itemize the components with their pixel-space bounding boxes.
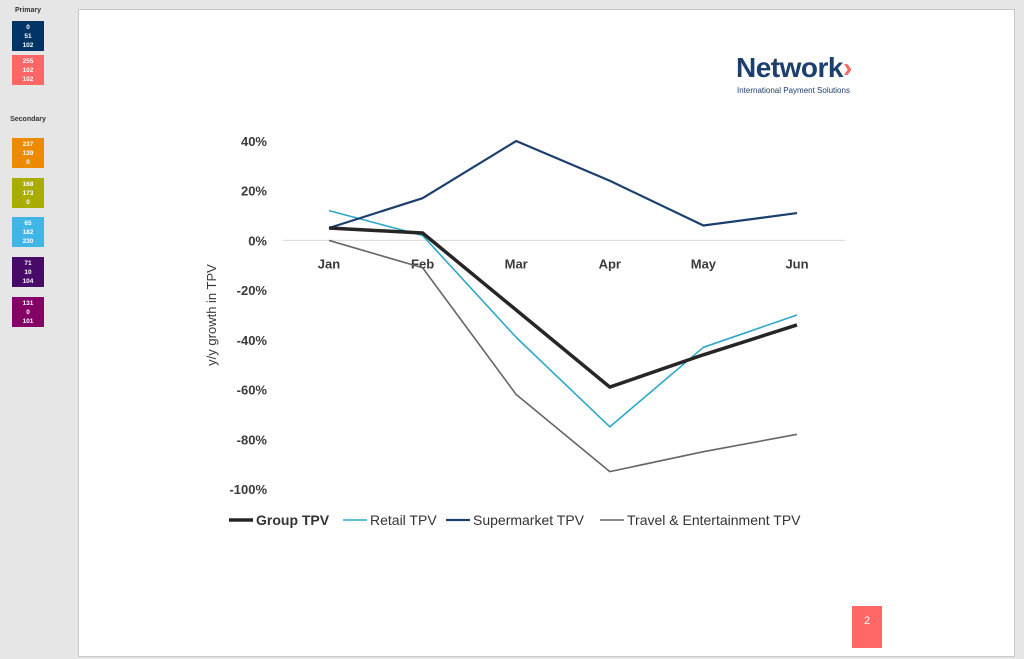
network-logo: Network›	[736, 52, 852, 84]
swatch-primary-1: 0 51 102	[12, 21, 44, 51]
color-palette-sidebar: Primary 0 51 102 255 102 102 Secondary 2…	[0, 0, 76, 659]
primary-title: Primary	[14, 7, 42, 14]
legend-label: Group TPV	[256, 512, 330, 528]
logo-word: Network	[736, 52, 843, 83]
swatch-r: 131	[22, 299, 34, 307]
logo-tagline: International Payment Solutions	[737, 86, 850, 95]
swatch-g: 173	[22, 189, 34, 197]
swatch-secondary-1: 237 139 0	[12, 138, 44, 168]
swatch-secondary-3: 65 182 230	[12, 217, 44, 247]
swatch-secondary-2: 168 173 0	[12, 178, 44, 208]
x-tick-label: Feb	[411, 256, 434, 271]
x-tick-label: Jan	[318, 256, 340, 271]
y-tick-label: -20%	[237, 283, 268, 298]
swatch-r: 0	[26, 23, 30, 31]
swatch-r: 65	[24, 219, 32, 227]
swatch-g: 102	[22, 66, 34, 74]
swatch-g: 0	[26, 308, 30, 316]
legend-label: Retail TPV	[370, 512, 437, 528]
swatch-b: 0	[26, 198, 30, 206]
swatch-secondary-5: 131 0 101	[12, 297, 44, 327]
swatch-r: 71	[24, 259, 32, 267]
legend-label: Travel & Entertainment TPV	[627, 512, 801, 528]
swatch-g: 51	[24, 32, 32, 40]
series-line-3	[328, 239, 798, 473]
swatch-b: 101	[22, 317, 34, 325]
swatch-b: 0	[26, 158, 30, 166]
secondary-title: Secondary	[10, 116, 46, 123]
y-tick-label: 20%	[241, 184, 267, 199]
y-tick-label: -60%	[237, 383, 268, 398]
swatch-r: 168	[22, 180, 34, 188]
swatch-b: 102	[22, 41, 34, 49]
swatch-b: 230	[22, 237, 34, 245]
swatch-secondary-4: 71 10 104	[12, 257, 44, 287]
legend-label: Supermarket TPV	[473, 512, 585, 528]
x-tick-label: Apr	[599, 256, 621, 271]
y-tick-label: -100%	[229, 482, 267, 497]
x-tick-label: May	[691, 256, 717, 271]
y-tick-label: 40%	[241, 134, 267, 149]
series-line-2	[328, 139, 798, 230]
swatch-r: 255	[22, 57, 34, 65]
swatch-g: 139	[22, 149, 34, 157]
swatch-primary-2: 255 102 102	[12, 55, 44, 85]
y-axis-title: y/y growth in TPV	[204, 264, 219, 366]
y-tick-label: -80%	[237, 432, 268, 447]
swatch-r: 237	[22, 140, 34, 148]
chevron-right-icon: ›	[842, 52, 852, 83]
swatch-g: 10	[24, 268, 32, 276]
series-line-0	[328, 226, 798, 389]
x-tick-label: Jun	[785, 256, 808, 271]
x-tick-label: Mar	[505, 256, 528, 271]
swatch-b: 102	[22, 75, 34, 83]
y-tick-label: -40%	[237, 333, 268, 348]
swatch-b: 104	[22, 277, 34, 285]
swatch-g: 182	[22, 228, 34, 236]
y-tick-label: 0%	[248, 233, 267, 248]
page-number: 2	[852, 606, 882, 648]
series-line-1	[328, 209, 798, 428]
